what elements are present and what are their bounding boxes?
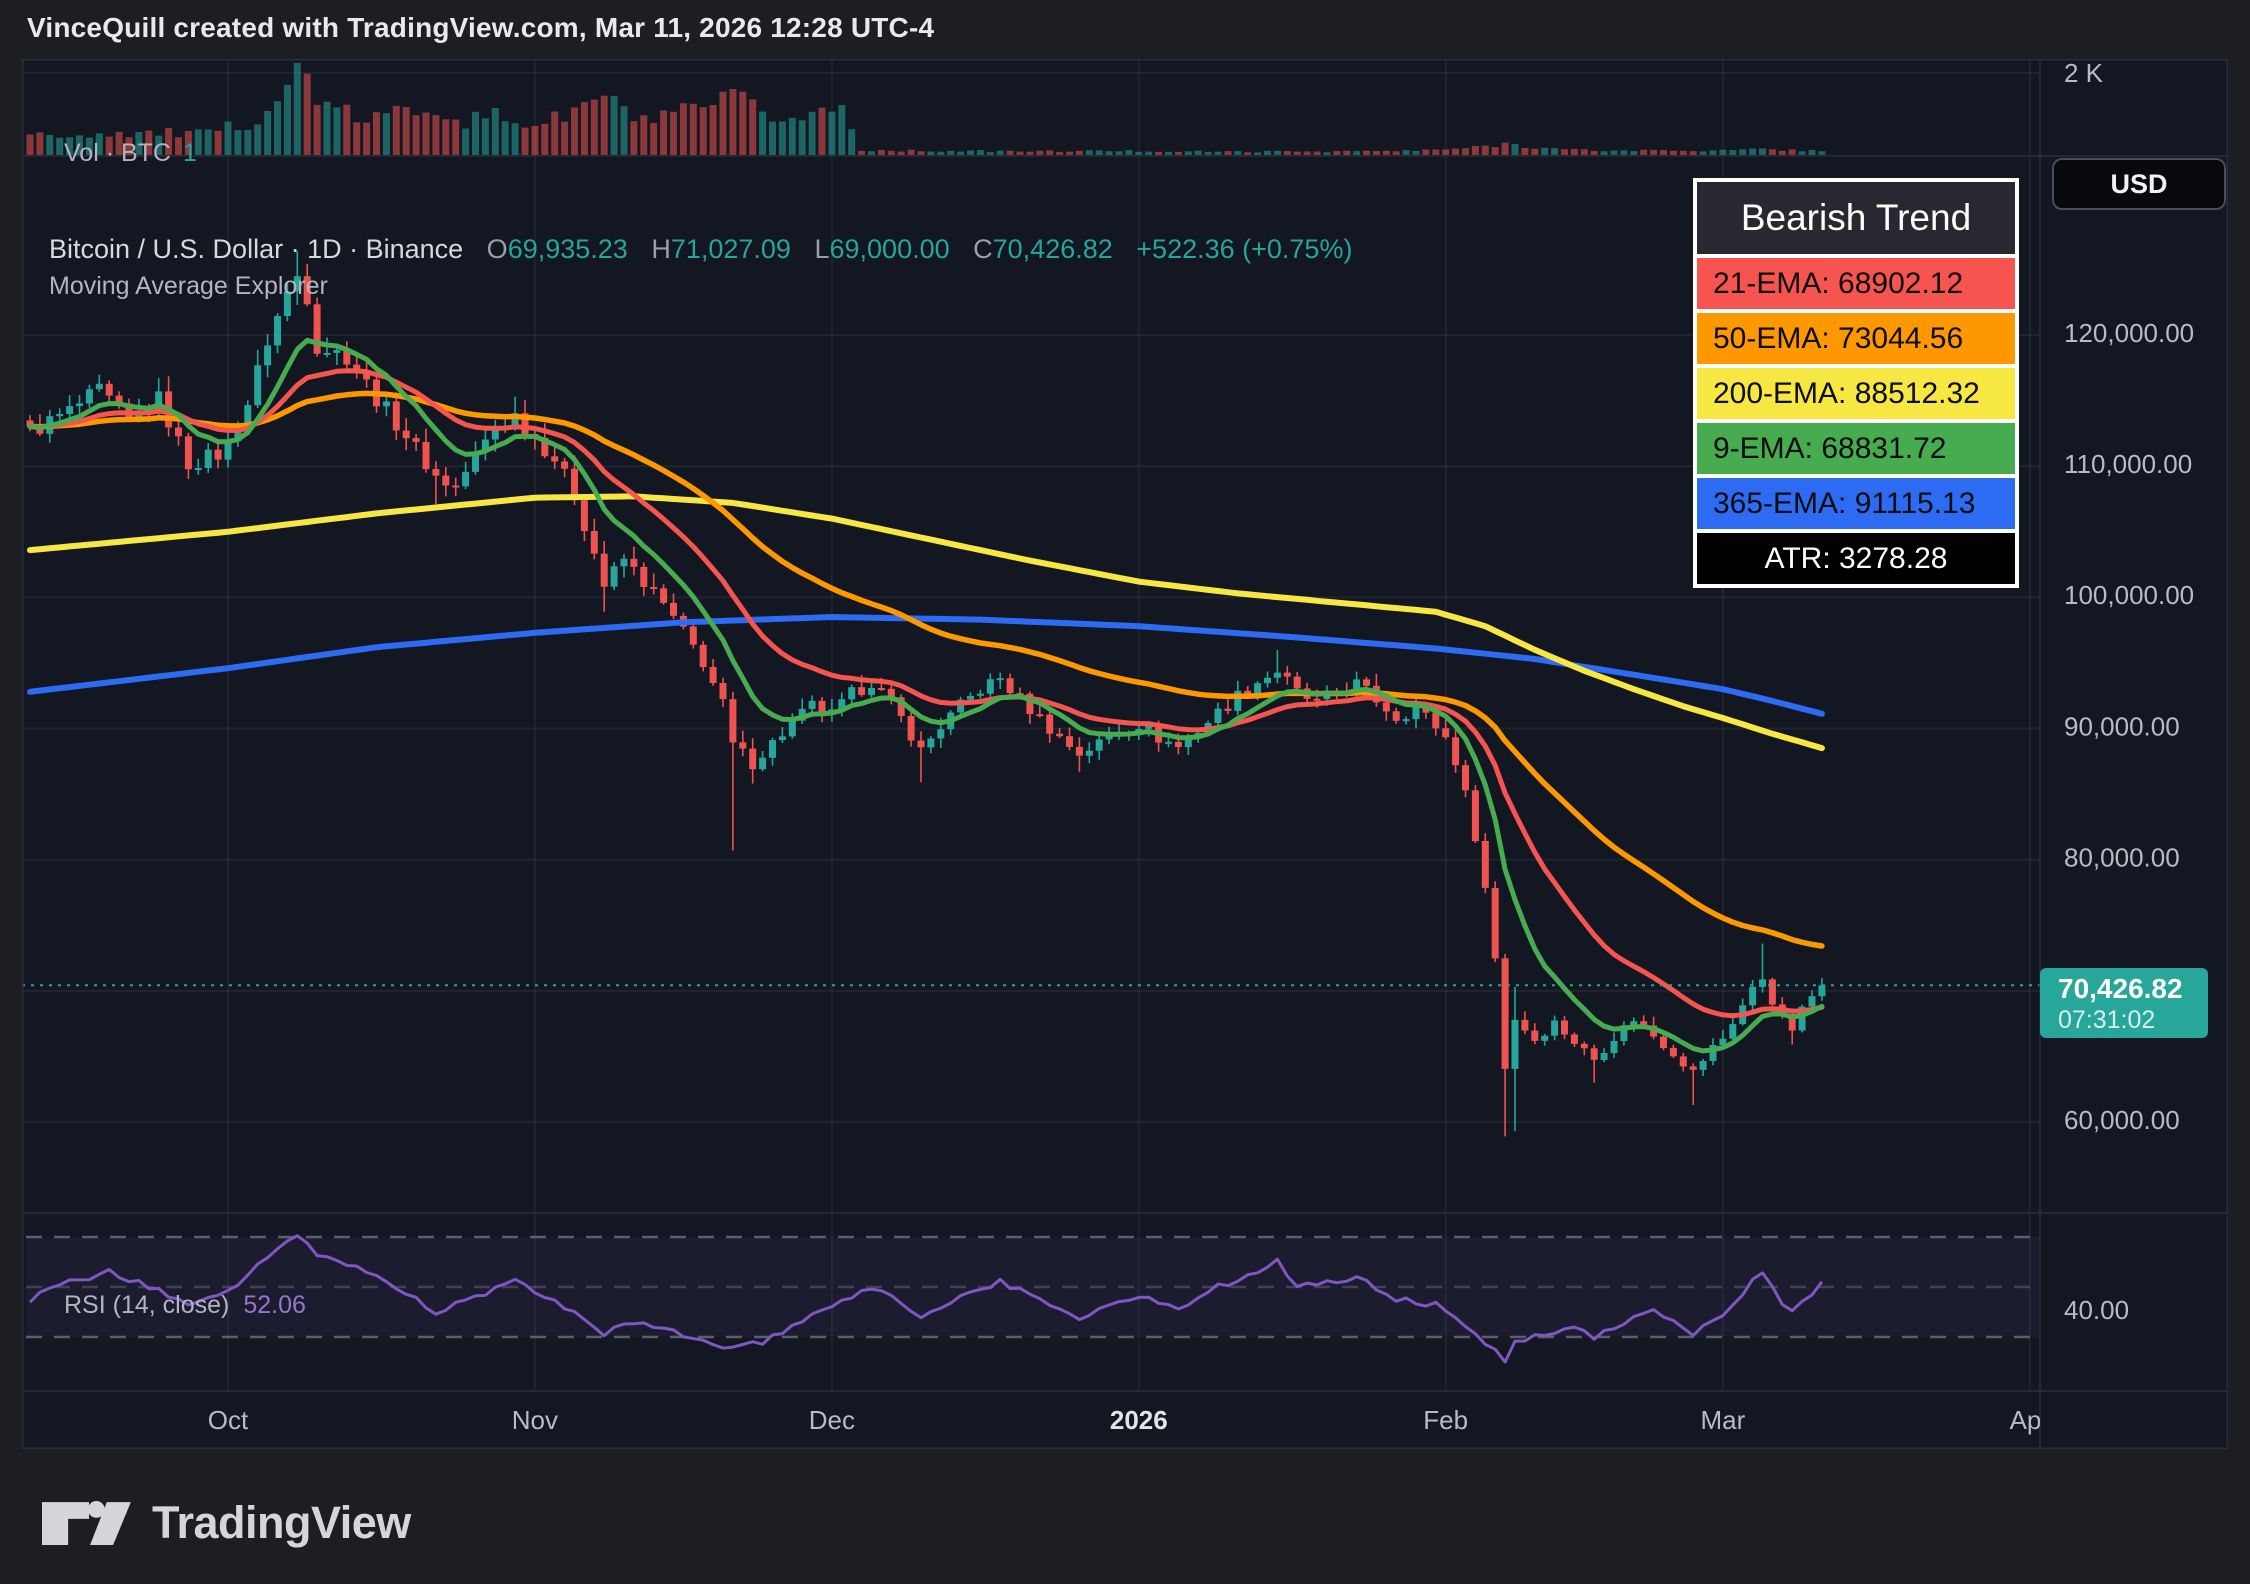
- price-axis-label: 120,000.00: [2064, 318, 2194, 348]
- price-axis-label: 90,000.00: [2064, 711, 2180, 741]
- ema365-line: [27, 614, 1825, 717]
- volume-axis-label: 2 K: [2064, 59, 2104, 88]
- open-label: O: [486, 234, 508, 264]
- price-axis-label: 110,000.00: [2064, 449, 2192, 479]
- bar-countdown: 07:31:02: [2058, 1006, 2156, 1034]
- price-axis-label: 60,000.00: [2064, 1105, 2180, 1135]
- tradingview-logo-text: TradingView: [152, 1497, 411, 1548]
- ema9-line: [27, 337, 1825, 1054]
- price-axis-label: 100,000.00: [2064, 580, 2194, 610]
- rsi-label-text: RSI (14, close): [64, 1291, 230, 1319]
- low-label: L: [814, 234, 830, 264]
- time-axis-label: 2026: [1110, 1405, 1168, 1435]
- volume-value: 1: [182, 139, 197, 167]
- last-price-tag: 70,426.82 07:31:02: [2040, 968, 2208, 1038]
- rsi-indicator-label[interactable]: RSI (14, close) 52.06: [64, 1291, 306, 1320]
- open-value: 69,935.23: [507, 234, 628, 264]
- ma-legend-panel: Bearish Trend 21-EMA: 68902.12 50-EMA: 7…: [1693, 178, 2019, 588]
- low-value: 69,000.00: [829, 234, 950, 264]
- high-label: H: [651, 234, 671, 264]
- legend-row-ema200: 200-EMA: 88512.32: [1697, 368, 2015, 419]
- legend-row-ema9: 9-EMA: 68831.72: [1697, 423, 2015, 474]
- ma-explorer-label[interactable]: Moving Average Explorer: [49, 272, 328, 300]
- ema21-line: [27, 368, 1825, 1019]
- rsi-line: [28, 1234, 1824, 1364]
- trend-status-title: Bearish Trend: [1697, 182, 2015, 254]
- legend-row-atr: ATR: 3278.28: [1697, 533, 2015, 584]
- tradingview-logo-icon: [42, 1501, 131, 1545]
- ema50-line: [27, 390, 1825, 949]
- last-price-value: 70,426.82: [2058, 973, 2183, 1004]
- time-axis-label: Dec: [809, 1405, 855, 1435]
- close-value: 70,426.82: [992, 234, 1113, 264]
- symbol-name: Bitcoin / U.S. Dollar · 1D · Binance: [49, 234, 464, 264]
- price-axis-label: 80,000.00: [2064, 843, 2180, 873]
- time-axis-label: Mar: [1701, 1405, 1746, 1435]
- high-value: 71,027.09: [670, 234, 791, 264]
- legend-row-ema365: 365-EMA: 91115.13: [1697, 478, 2015, 529]
- time-axis-label: Oct: [208, 1405, 249, 1435]
- symbol-ohlc-row[interactable]: Bitcoin / U.S. Dollar · 1D · Binance O69…: [49, 234, 1352, 265]
- rsi-value: 52.06: [243, 1291, 306, 1319]
- ema200-line: [27, 493, 1825, 752]
- volume-label-text: Vol · BTC: [64, 139, 171, 167]
- change-value: +522.36 (+0.75%): [1136, 234, 1353, 264]
- legend-row-ema50: 50-EMA: 73044.56: [1697, 313, 2015, 364]
- time-axis-label: Apr: [2010, 1405, 2051, 1435]
- tradingview-brand[interactable]: TradingView: [42, 1496, 411, 1550]
- legend-row-ema21: 21-EMA: 68902.12: [1697, 258, 2015, 309]
- rsi-axis-label: 40.00: [2064, 1295, 2129, 1325]
- close-label: C: [973, 234, 993, 264]
- time-axis-label: Nov: [512, 1405, 558, 1435]
- time-axis-label: Feb: [1423, 1405, 1468, 1435]
- header-title: VinceQuill created with TradingView.com,…: [27, 12, 935, 43]
- volume-indicator-label[interactable]: Vol · BTC 1: [64, 139, 197, 168]
- currency-usd-button[interactable]: USD: [2052, 158, 2226, 210]
